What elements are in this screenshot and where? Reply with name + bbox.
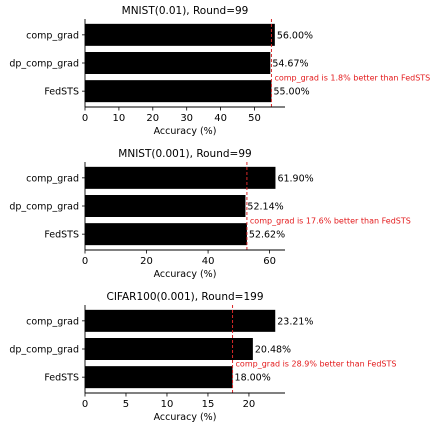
x-tick-label: 20 [243, 399, 256, 410]
bar-comp_grad [85, 24, 275, 46]
y-tick-label: dp_comp_grad [9, 345, 79, 356]
y-tick-label: comp_grad [26, 173, 79, 184]
y-tick-label: comp_grad [26, 30, 79, 41]
bar-dp_comp_grad [85, 338, 253, 360]
x-tick-label: 30 [180, 113, 193, 124]
chart-title: MNIST(0.001), Round=99 [118, 148, 251, 160]
y-tick-label: FedSTS [44, 373, 79, 384]
chart-panel-1: MNIST(0.01), Round=99 comp_grad 56.00% dp_c… [9, 5, 430, 137]
bar-FedSTS [85, 366, 233, 388]
x-tick-label: 10 [161, 399, 174, 410]
data-label: 52.62% [249, 230, 285, 241]
data-label: 56.00% [277, 30, 313, 41]
x-axis-label: Accuracy (%) [154, 412, 217, 423]
bar-FedSTS [85, 80, 271, 102]
x-tick-label: 20 [146, 113, 159, 124]
data-label: 61.90% [277, 173, 313, 184]
y-tick-label: dp_comp_grad [9, 59, 79, 70]
x-tick-label: 20 [140, 256, 153, 267]
y-tick-label: FedSTS [44, 230, 79, 241]
x-tick-label: 10 [113, 113, 126, 124]
data-label: 20.48% [255, 345, 291, 356]
x-axis-label: Accuracy (%) [154, 126, 217, 137]
data-label: 55.00% [273, 87, 309, 98]
chart-title: CIFAR100(0.001), Round=199 [106, 291, 263, 303]
y-tick-label: comp_grad [26, 316, 79, 327]
x-tick-label: 40 [202, 256, 215, 267]
x-tick-label: 50 [248, 113, 261, 124]
annotation-text: comp_grad is 17.6% better than FedSTS [250, 217, 411, 226]
chart-panel-2: MNIST(0.001), Round=99 comp_grad 61.90% dp_… [9, 148, 410, 280]
x-tick-label: 5 [123, 399, 129, 410]
annotation-text: comp_grad is 1.8% better than FedSTS [274, 74, 430, 83]
x-tick-label: 40 [214, 113, 227, 124]
bar-FedSTS [85, 223, 247, 245]
x-axis-label: Accuracy (%) [154, 269, 217, 280]
chart-title: MNIST(0.01), Round=99 [122, 5, 249, 17]
x-tick-label: 0 [82, 399, 88, 410]
x-tick-label: 0 [82, 113, 88, 124]
data-label: 52.14% [247, 202, 283, 213]
bar-comp_grad [85, 310, 275, 332]
data-label: 54.67% [272, 59, 308, 70]
annotation-text: comp_grad is 28.9% better than FedSTS [236, 360, 397, 369]
bar-dp_comp_grad [85, 52, 270, 74]
bar-dp_comp_grad [85, 195, 245, 217]
x-tick-label: 0 [82, 256, 88, 267]
chart-panel-3: CIFAR100(0.001), Round=199 comp_grad 23.21… [9, 291, 396, 423]
data-label: 18.00% [235, 373, 271, 384]
y-tick-label: FedSTS [44, 87, 79, 98]
x-tick-label: 60 [263, 256, 276, 267]
data-label: 23.21% [277, 316, 313, 327]
y-tick-label: dp_comp_grad [9, 202, 79, 213]
x-tick-label: 15 [202, 399, 215, 410]
